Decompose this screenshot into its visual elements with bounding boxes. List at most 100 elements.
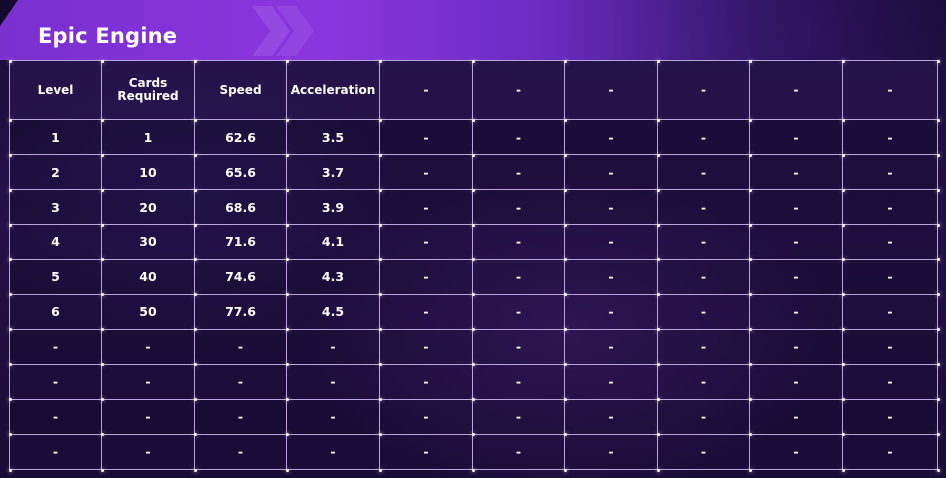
grid-node-dot bbox=[285, 292, 289, 296]
table-cell: - bbox=[472, 433, 565, 471]
table-cell: - bbox=[749, 398, 843, 435]
table-cell: - bbox=[842, 119, 938, 156]
table-cell: - bbox=[379, 398, 473, 435]
table-row: 5 40 74.6 4.3- - - - - - bbox=[9, 258, 938, 295]
grid-node-dot bbox=[100, 59, 104, 63]
table-row: ---------- bbox=[9, 363, 938, 400]
table-cell: 4.3 bbox=[286, 258, 380, 295]
table-cell: - bbox=[657, 189, 750, 225]
table-cell: - bbox=[564, 258, 658, 295]
table-cell: - bbox=[842, 224, 938, 260]
table-cell: 10 bbox=[101, 154, 195, 191]
grid-node-dot bbox=[563, 118, 567, 122]
grid-node-dot bbox=[936, 397, 940, 401]
grid-node-dot bbox=[100, 432, 104, 436]
grid-node-dot bbox=[563, 362, 567, 366]
table-cell: - bbox=[749, 328, 843, 365]
column-header: - bbox=[564, 59, 658, 121]
grid-node-dot bbox=[748, 59, 752, 63]
table-cell: 3.5 bbox=[286, 119, 380, 156]
grid-node-dot bbox=[936, 362, 940, 366]
grid-node-dot bbox=[285, 468, 289, 472]
table-cell: - bbox=[842, 398, 938, 435]
grid-node-dot bbox=[378, 118, 382, 122]
table-cell: 3.9 bbox=[286, 189, 380, 225]
grid-node-dot bbox=[8, 362, 12, 366]
table-cell: - bbox=[749, 189, 843, 225]
grid-node-dot bbox=[285, 362, 289, 366]
grid-node-dot bbox=[8, 432, 12, 436]
grid-node-dot bbox=[285, 327, 289, 331]
table-cell: - bbox=[9, 398, 102, 435]
grid-node-dot bbox=[285, 432, 289, 436]
table-cell: - bbox=[842, 433, 938, 471]
table-cell: - bbox=[472, 119, 565, 156]
table-cell: - bbox=[749, 433, 843, 471]
grid-node-dot bbox=[471, 362, 475, 366]
grid-node-dot bbox=[378, 292, 382, 296]
table-cell: 71.6 bbox=[194, 224, 287, 260]
grid-node-dot bbox=[841, 362, 845, 366]
table-cell: - bbox=[286, 398, 380, 435]
grid-node-dot bbox=[841, 153, 845, 157]
table-cell: - bbox=[842, 363, 938, 400]
grid-node-dot bbox=[378, 432, 382, 436]
table-cell: - bbox=[194, 363, 287, 400]
grid-node-dot bbox=[563, 188, 567, 192]
table-cell: - bbox=[472, 224, 565, 260]
table-cell: - bbox=[472, 293, 565, 330]
grid-node-dot bbox=[748, 188, 752, 192]
grid-node-dot bbox=[471, 59, 475, 63]
grid-node-dot bbox=[8, 59, 12, 63]
table-cell: 40 bbox=[101, 258, 195, 295]
column-header: Cards Required bbox=[101, 59, 195, 121]
grid-node-dot bbox=[8, 397, 12, 401]
grid-node-dot bbox=[471, 292, 475, 296]
table-cell: 62.6 bbox=[194, 119, 287, 156]
table-cell: - bbox=[101, 328, 195, 365]
column-header: - bbox=[657, 59, 750, 121]
column-header: - bbox=[472, 59, 565, 121]
grid-node-dot bbox=[841, 223, 845, 227]
grid-node-dot bbox=[656, 468, 660, 472]
table-cell: - bbox=[657, 293, 750, 330]
grid-node-dot bbox=[193, 292, 197, 296]
grid-node-dot bbox=[748, 362, 752, 366]
grid-node-dot bbox=[100, 292, 104, 296]
grid-node-dot bbox=[841, 432, 845, 436]
grid-node-dot bbox=[100, 327, 104, 331]
table-cell: 4.1 bbox=[286, 224, 380, 260]
grid-node-dot bbox=[656, 257, 660, 261]
title-banner: Epic Engine bbox=[0, 0, 946, 60]
grid-node-dot bbox=[471, 188, 475, 192]
grid-node-dot bbox=[936, 257, 940, 261]
grid-node-dot bbox=[748, 397, 752, 401]
grid-node-dot bbox=[471, 153, 475, 157]
table-row: 1 1 62.6 3.5- - - - - - bbox=[9, 119, 938, 156]
column-header: Acceleration bbox=[286, 59, 380, 121]
grid-node-dot bbox=[563, 468, 567, 472]
table-cell: - bbox=[472, 328, 565, 365]
grid-node-dot bbox=[378, 397, 382, 401]
grid-node-dot bbox=[748, 118, 752, 122]
table-cell: - bbox=[286, 363, 380, 400]
grid-node-dot bbox=[8, 153, 12, 157]
grid-node-dot bbox=[563, 257, 567, 261]
table-cell: - bbox=[379, 119, 473, 156]
table-cell: - bbox=[842, 328, 938, 365]
grid-node-dot bbox=[936, 292, 940, 296]
table-cell: - bbox=[564, 189, 658, 225]
grid-node-dot bbox=[285, 397, 289, 401]
table-cell: - bbox=[194, 433, 287, 471]
table-cell: 1 bbox=[101, 119, 195, 156]
grid-node-dot bbox=[748, 327, 752, 331]
grid-node-dot bbox=[378, 468, 382, 472]
grid-node-dot bbox=[936, 118, 940, 122]
table-cell: 30 bbox=[101, 224, 195, 260]
grid-node-dot bbox=[193, 362, 197, 366]
grid-node-dot bbox=[285, 257, 289, 261]
grid-node-dot bbox=[841, 257, 845, 261]
table-cell: - bbox=[379, 293, 473, 330]
table-cell: 6 bbox=[9, 293, 102, 330]
table-cell: - bbox=[101, 363, 195, 400]
